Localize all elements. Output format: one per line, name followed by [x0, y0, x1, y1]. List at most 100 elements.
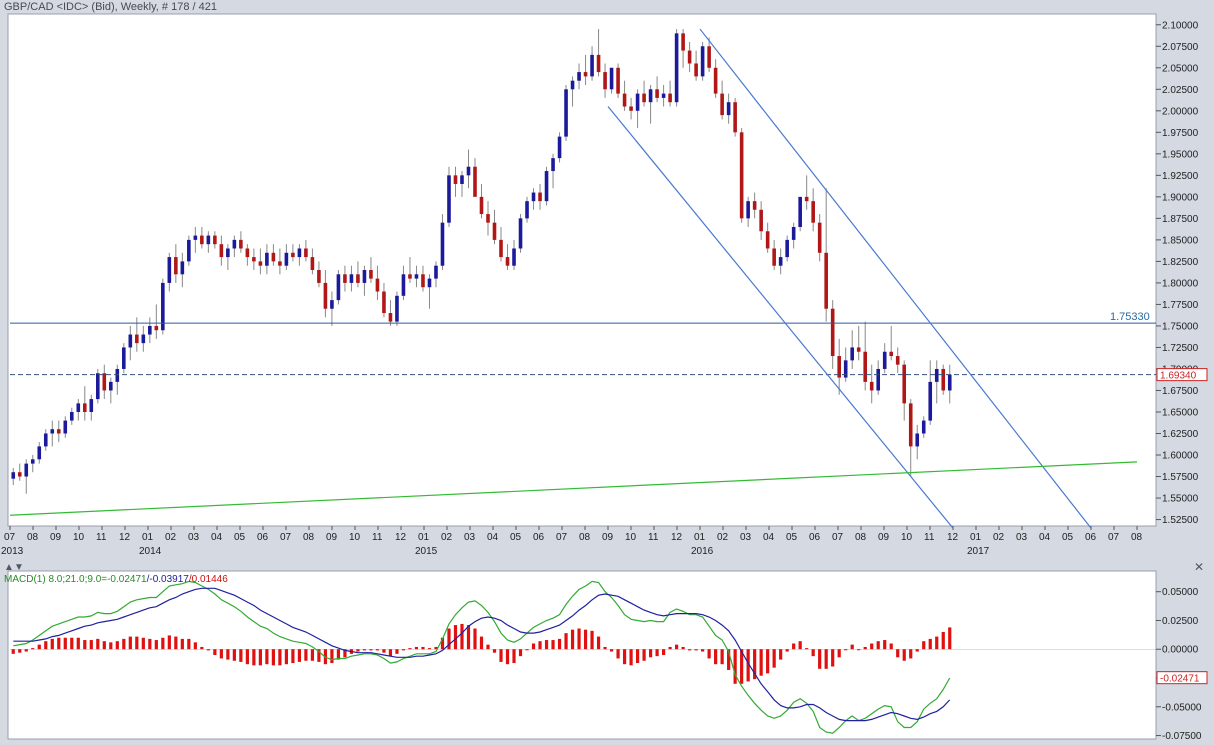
macd-y-tick-label: 0.02500	[1162, 616, 1199, 627]
macd-histogram-bar	[206, 649, 210, 651]
current-price-box	[1156, 368, 1208, 382]
candle-down	[707, 46, 711, 68]
candle-up	[921, 420, 926, 434]
macd-histogram-bar	[265, 649, 269, 665]
macd-histogram-bar	[661, 649, 666, 655]
candle-up	[674, 33, 679, 103]
candle-up	[648, 89, 653, 103]
candle-down	[239, 239, 243, 249]
macd-histogram-bar	[362, 649, 367, 651]
price-panel[interactable]	[8, 14, 1156, 526]
candle-down	[720, 93, 724, 116]
macd-y-tick-label: 0.00000	[1162, 645, 1199, 656]
candle-up	[590, 54, 594, 77]
candle-up	[557, 136, 562, 159]
candle-down	[174, 257, 178, 275]
macd-histogram-bar	[174, 636, 178, 650]
candle-down	[824, 252, 828, 309]
macd-histogram-bar	[785, 649, 789, 652]
macd-histogram-bar	[109, 642, 113, 650]
x-tick-label: 08	[27, 532, 39, 543]
x-tick-label: 04	[211, 532, 223, 543]
x-tick-label: 09	[50, 532, 62, 543]
macd-histogram-bar	[727, 649, 731, 670]
candle-up	[63, 420, 68, 434]
macd-histogram-bar	[102, 641, 106, 650]
candle-up	[778, 257, 783, 266]
trend-line-channel-lower	[607, 106, 954, 529]
current-price-label: 1.69340	[1160, 371, 1197, 382]
macd-histogram-bar	[909, 649, 913, 659]
price-y-tick-label: 1.85000	[1162, 235, 1199, 246]
candle-up	[284, 252, 289, 266]
macd-histogram-bar	[271, 649, 275, 666]
candle-up	[661, 93, 666, 98]
x-tick-label: 06	[1085, 532, 1097, 543]
candle-up	[193, 235, 198, 240]
candle-up	[122, 347, 126, 369]
macd-histogram-bar	[772, 649, 776, 668]
macd-histogram-bar	[818, 649, 822, 669]
price-y-tick-label: 2.10000	[1162, 20, 1199, 31]
macd-histogram-bar	[239, 649, 243, 662]
macd-histogram-bar	[635, 649, 640, 664]
candle-up	[882, 351, 887, 369]
candle-down	[863, 351, 868, 382]
x-tick-label: 10	[349, 532, 361, 543]
candle-up	[726, 102, 731, 116]
macd-histogram-bar	[50, 638, 54, 650]
macd-histogram-bar	[915, 649, 919, 652]
candle-down	[869, 381, 874, 391]
candle-down	[258, 261, 263, 266]
expand-arrow-icon[interactable]: ▲	[4, 562, 14, 573]
x-year-label: 2017	[967, 546, 990, 557]
macd-y-tick-label: 0.05000	[1162, 587, 1199, 598]
macd-histogram-bar	[714, 649, 718, 665]
candle-up	[434, 265, 438, 279]
macd-histogram-bar	[512, 649, 516, 664]
macd-panel[interactable]	[8, 571, 1156, 739]
collapse-arrow-icon[interactable]: ▼	[14, 562, 24, 573]
macd-histogram-bar	[538, 641, 542, 650]
candle-down	[603, 72, 607, 90]
macd-histogram-bar	[857, 649, 861, 651]
candle-up	[89, 399, 94, 412]
candle-down	[941, 368, 946, 391]
macd-histogram-bar	[479, 636, 484, 650]
x-tick-label: 08	[855, 532, 867, 543]
drawn-lines: 1.75330 1.69340	[9, 28, 1208, 529]
candle-down	[213, 235, 217, 245]
macd-histogram-bar	[603, 646, 607, 650]
macd-histogram-bar	[922, 641, 926, 650]
panel-splitter[interactable]	[0, 562, 1214, 570]
candle-down	[453, 175, 458, 184]
macd-histogram-bar	[779, 649, 783, 660]
price-y-tick-label: 1.82500	[1162, 257, 1199, 268]
x-tick-label: 06	[533, 532, 545, 543]
candle-down	[310, 257, 315, 270]
candle-down	[804, 196, 809, 202]
candle-down	[375, 278, 380, 292]
candle-up	[577, 72, 581, 81]
x-tick-label: 04	[1039, 532, 1051, 543]
candle-down	[596, 54, 601, 73]
x-tick-label: 02	[717, 532, 729, 543]
close-indicator-icon[interactable]: ✕	[1194, 560, 1204, 574]
candle-up	[928, 381, 933, 421]
x-tick-label: 09	[602, 532, 614, 543]
x-tick-label: 03	[1016, 532, 1028, 543]
price-y-tick-label: 1.65000	[1162, 407, 1199, 418]
price-y-tick-label: 1.60000	[1162, 451, 1199, 462]
macd-histogram-bar	[76, 637, 80, 650]
macd-histogram-bar	[291, 649, 295, 664]
candle-down	[668, 93, 672, 103]
macd-histogram-bar	[141, 637, 145, 650]
candle-up	[798, 196, 802, 227]
x-tick-label: 07	[1108, 532, 1120, 543]
macd-histogram-bar	[278, 649, 282, 666]
macd-histogram-bar	[941, 631, 945, 650]
macd-histogram-bar	[44, 641, 48, 650]
candle-down	[759, 209, 763, 232]
macd-histogram-bar	[200, 646, 204, 650]
